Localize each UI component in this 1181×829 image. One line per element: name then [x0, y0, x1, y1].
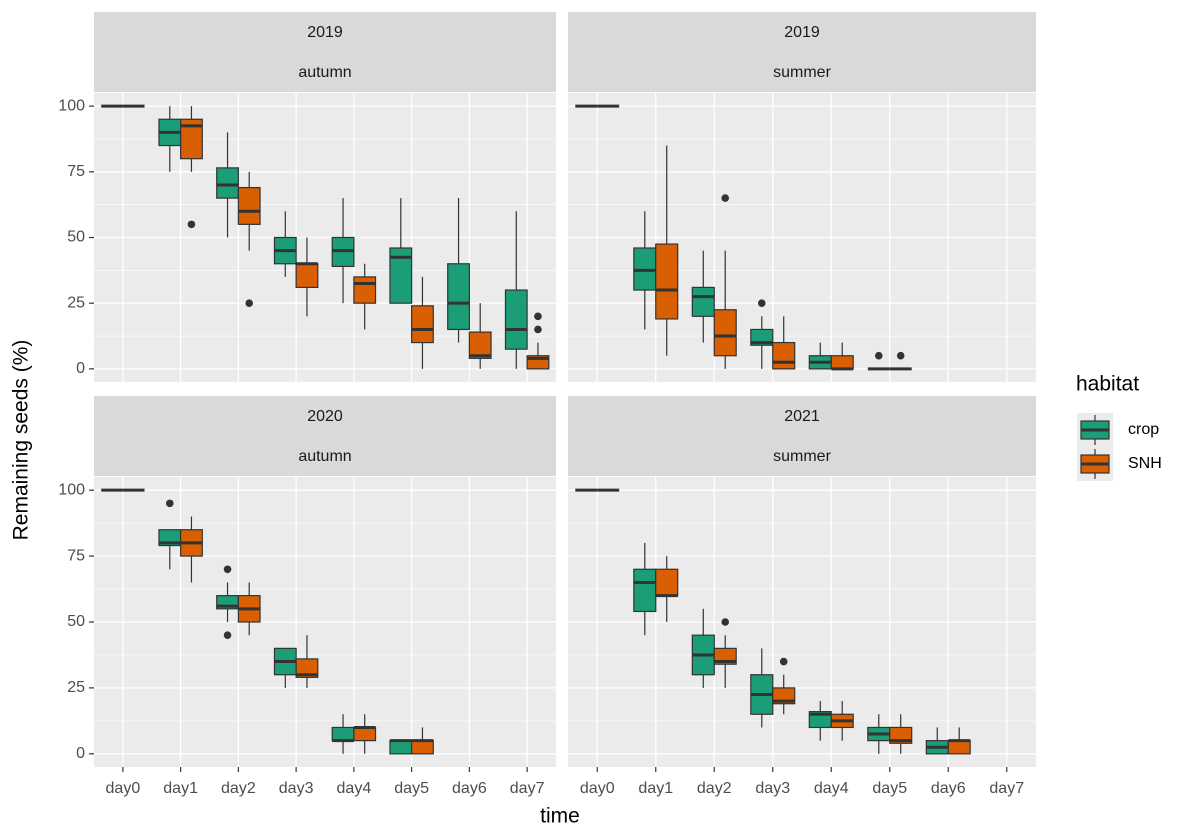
outlier — [187, 220, 196, 229]
y-tick-label: 0 — [76, 745, 85, 762]
box — [691, 286, 715, 317]
outlier — [721, 194, 730, 202]
x-tick-label: day1 — [638, 780, 673, 797]
x-tick-label: day7 — [510, 780, 545, 797]
x-tick-label: day6 — [931, 780, 966, 797]
x-tick-label: day5 — [872, 780, 907, 797]
outlier — [223, 565, 232, 574]
outlier — [896, 351, 905, 360]
box — [655, 568, 679, 597]
outlier — [757, 299, 766, 307]
box — [237, 186, 261, 225]
strip-label: autumn — [298, 64, 351, 81]
x-tick-label: day4 — [814, 780, 849, 797]
y-tick-label: 25 — [67, 679, 85, 696]
box — [468, 331, 492, 359]
outlier — [779, 657, 788, 666]
strip-label: 2021 — [784, 408, 820, 425]
box — [353, 726, 377, 742]
strip-background — [94, 396, 556, 476]
x-tick-label: day2 — [697, 780, 732, 797]
box — [633, 568, 657, 613]
y-tick-label: 25 — [67, 294, 85, 311]
x-tick-label: day3 — [755, 780, 790, 797]
box — [713, 309, 737, 357]
box — [295, 263, 319, 289]
x-axis-title: time — [540, 805, 580, 828]
outlier — [534, 325, 542, 334]
strip-background — [94, 12, 556, 92]
box — [331, 726, 355, 742]
outlier — [165, 499, 174, 508]
outlier — [721, 618, 730, 626]
x-tick-label: day5 — [394, 780, 429, 797]
y-tick-label: 0 — [76, 360, 85, 377]
outlier — [223, 631, 232, 639]
box — [772, 341, 796, 370]
legend-label: SNH — [1128, 455, 1162, 472]
strip-label: 2020 — [307, 408, 343, 425]
box — [353, 276, 377, 304]
strip-background — [568, 396, 1036, 476]
outlier — [874, 351, 883, 360]
box — [947, 740, 971, 755]
box — [447, 263, 470, 331]
legend-title: habitat — [1076, 373, 1139, 396]
box — [655, 243, 679, 320]
box — [180, 118, 203, 160]
outlier — [534, 312, 542, 321]
box — [389, 247, 413, 304]
box — [216, 167, 239, 199]
y-tick-label: 75 — [67, 547, 85, 564]
x-tick-label: day0 — [106, 780, 141, 797]
strip-label: 2019 — [307, 24, 343, 41]
x-tick-label: day4 — [337, 780, 372, 797]
outlier — [245, 299, 254, 307]
box — [389, 740, 413, 755]
x-tick-label: day3 — [279, 780, 314, 797]
x-tick-label: day6 — [452, 780, 487, 797]
box — [295, 658, 319, 678]
x-tick-label: day0 — [580, 780, 615, 797]
x-tick-label: day7 — [989, 780, 1024, 797]
box — [830, 355, 854, 370]
x-tick-label: day1 — [163, 780, 198, 797]
y-tick-label: 50 — [67, 613, 85, 630]
strip-label: autumn — [298, 448, 351, 465]
strip-background — [568, 12, 1036, 92]
strip-label: summer — [773, 64, 831, 81]
strip-label: summer — [773, 448, 831, 465]
y-axis-title: Remaining seeds (%) — [10, 340, 33, 541]
box — [504, 289, 528, 350]
box — [411, 740, 434, 755]
x-tick-label: day2 — [221, 780, 256, 797]
legend-label: crop — [1128, 421, 1159, 438]
y-tick-label: 75 — [67, 163, 85, 180]
strip-label: 2019 — [784, 24, 820, 41]
y-tick-label: 50 — [67, 229, 85, 246]
box — [411, 305, 434, 344]
y-tick-label: 100 — [58, 97, 85, 114]
y-tick-label: 100 — [58, 481, 85, 498]
